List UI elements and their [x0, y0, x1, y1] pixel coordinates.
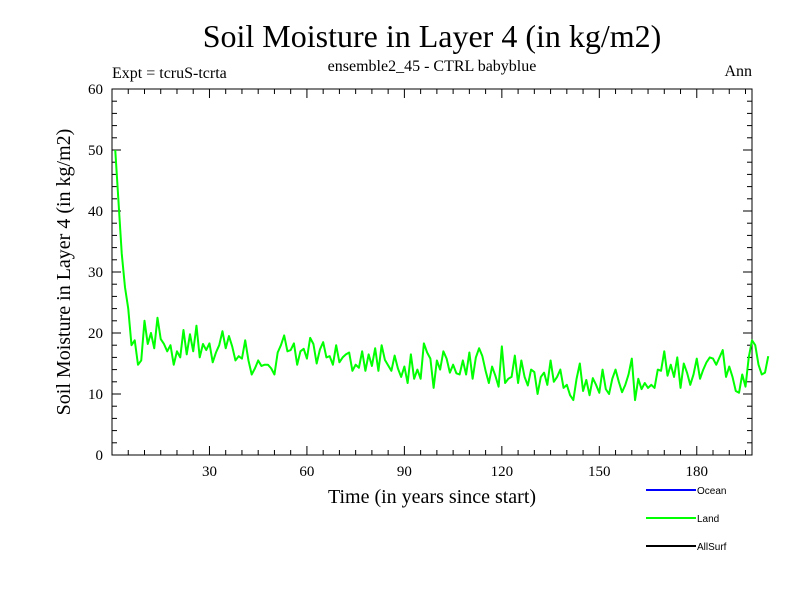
season-label: Ann — [724, 63, 752, 80]
x-tick-label: 30 — [202, 464, 217, 480]
series-layer — [114, 149, 770, 402]
x-tick-label: 90 — [397, 464, 412, 480]
y-tick-label: 10 — [88, 387, 103, 403]
axis-ticks — [112, 88, 752, 456]
experiment-label: Expt = tcruS-tcrta — [112, 65, 227, 82]
legend-label-allsurf: AllSurf — [697, 542, 727, 553]
y-tick-label: 20 — [88, 326, 103, 342]
y-tick-label: 30 — [88, 265, 103, 281]
chart-subtitle: ensemble2_45 - CTRL babyblue — [328, 58, 537, 75]
x-tick-label: 60 — [299, 464, 314, 480]
x-tick-label: 120 — [491, 464, 514, 480]
x-tick-label: 180 — [686, 464, 709, 480]
x-tick-label: 150 — [588, 464, 611, 480]
y-tick-label: 60 — [88, 82, 103, 98]
y-tick-label: 50 — [88, 143, 103, 159]
tick-labels: 30 60 90 120 150 180 0 10 20 30 40 50 60 — [88, 82, 708, 480]
series-line-land — [114, 149, 770, 402]
y-tick-label: 0 — [96, 448, 104, 464]
legend-label-ocean: Ocean — [697, 486, 726, 497]
y-tick-label: 40 — [88, 204, 103, 220]
legend: Ocean Land AllSurf — [646, 486, 727, 553]
chart-title: Soil Moisture in Layer 4 (in kg/m2) — [203, 18, 662, 54]
x-axis-label: Time (in years since start) — [328, 486, 536, 508]
plot-frame — [111, 88, 753, 456]
y-axis-label: Soil Moisture in Layer 4 (in kg/m2) — [53, 129, 75, 416]
legend-label-land: Land — [697, 514, 719, 525]
